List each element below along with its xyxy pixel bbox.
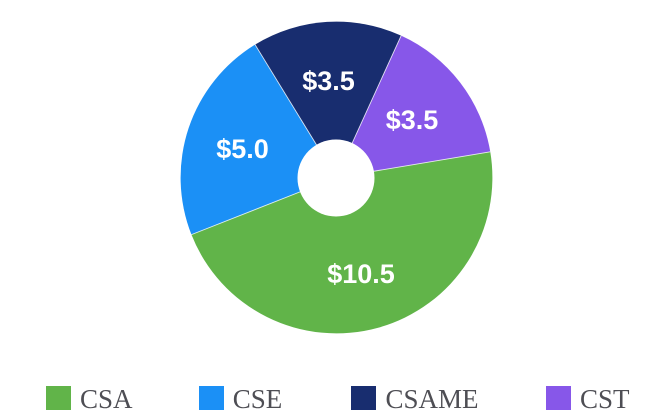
svg-text:$3.5: $3.5 xyxy=(302,66,355,96)
svg-text:$3.5: $3.5 xyxy=(386,105,439,135)
svg-text:$5.0: $5.0 xyxy=(216,134,269,164)
svg-text:$10.5: $10.5 xyxy=(327,259,395,289)
